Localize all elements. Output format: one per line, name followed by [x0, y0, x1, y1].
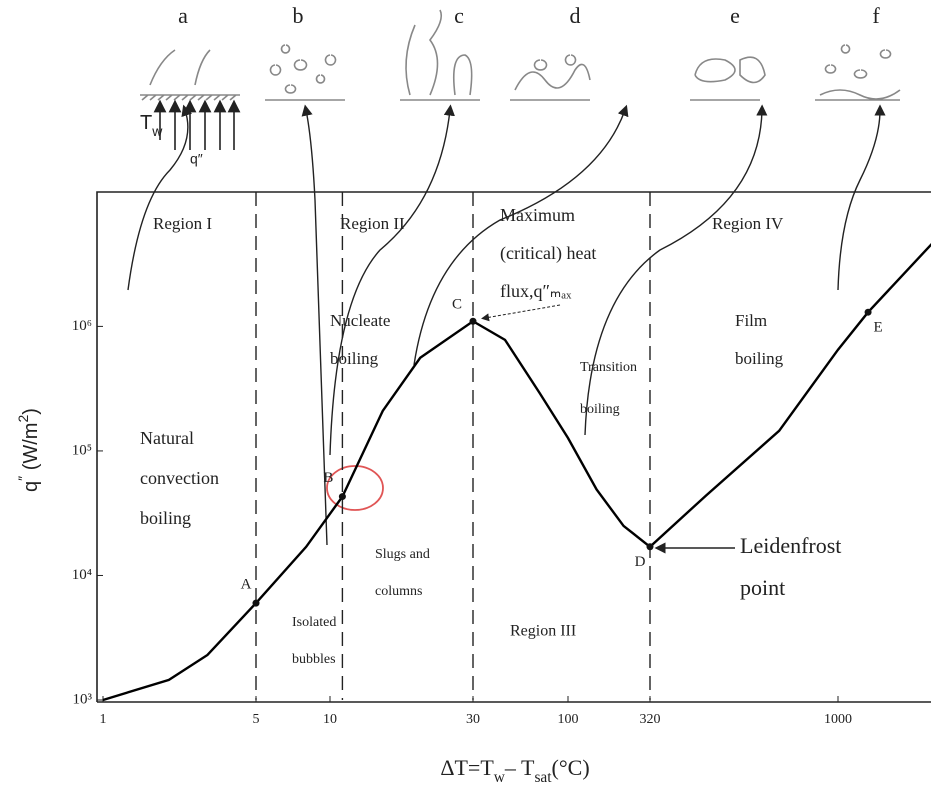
stage-label: a: [178, 3, 188, 28]
flux-label: q″: [190, 151, 203, 167]
connector-arrows: [128, 110, 880, 545]
stage-label: e: [730, 3, 740, 28]
annotation: Region III: [510, 623, 576, 640]
stage-label: f: [872, 3, 880, 28]
x-tick-label: 1: [100, 712, 107, 727]
annotation: Slugs and: [375, 547, 430, 562]
annotation: flux,q″ₘₐₓ: [500, 281, 572, 301]
sketches: [140, 10, 900, 150]
x-axis-label: ΔT=Tw– Tsat(°C): [440, 755, 589, 786]
x-axis-label-part: – T: [504, 755, 535, 780]
annotation: point: [740, 575, 785, 600]
point: [647, 543, 654, 550]
stage-label: b: [293, 3, 304, 28]
y-tick-label: 10³: [73, 691, 93, 707]
annotation: Natural: [140, 428, 194, 448]
annotation: Region IV: [712, 214, 784, 233]
point: [470, 318, 477, 325]
point-label: E: [873, 320, 882, 336]
y-axis-label-part: 2: [15, 415, 31, 423]
x-tick-label: 30: [466, 712, 480, 727]
point-label: A: [241, 577, 252, 593]
wall-temp-label-part: w: [151, 123, 163, 139]
x-axis-label-part: ΔT=T: [440, 755, 494, 780]
point: [253, 600, 260, 607]
point: [339, 493, 346, 500]
stage-label: d: [570, 3, 581, 28]
annotation: Isolated: [292, 615, 336, 630]
annotation: Nucleate: [330, 311, 390, 330]
y-tick-label: 10⁶: [72, 318, 92, 334]
point-label: D: [635, 554, 646, 570]
annotation: columns: [375, 584, 422, 599]
x-tick-label: 100: [558, 712, 579, 727]
y-tick-label: 10⁴: [72, 567, 92, 583]
x-tick-label: 5: [253, 712, 260, 727]
x-tick-label: 1000: [824, 712, 852, 727]
annotation: boiling: [735, 349, 784, 368]
point-label: C: [452, 297, 462, 313]
annotation: boiling: [140, 508, 191, 528]
x-axis-label-part: (°C): [552, 755, 590, 780]
annotation: Region I: [153, 214, 212, 233]
max-flux-arrow: [485, 305, 560, 318]
point-label: B: [323, 470, 333, 486]
annotation: bubbles: [292, 652, 336, 667]
annotation: Leidenfrost: [740, 533, 841, 558]
annotation: Maximum: [500, 205, 575, 225]
wall-temp-label-part: T: [140, 112, 152, 134]
chart: 151030100320100010³10⁴10⁵10⁶ΔT=Tw– Tsat(…: [0, 0, 931, 796]
x-tick-label: 320: [640, 712, 661, 727]
y-axis-label-part: ): [20, 408, 42, 415]
point: [865, 309, 872, 316]
annotation: (critical) heat: [500, 243, 596, 264]
annotation: Region II: [340, 214, 405, 233]
y-axis-label: q″ (W/m2): [15, 408, 43, 492]
x-axis-label-part: sat: [534, 769, 552, 786]
annotation: Transition: [580, 360, 637, 375]
annotation: convection: [140, 468, 219, 488]
y-tick-label: 10⁵: [72, 442, 92, 458]
x-tick-label: 10: [323, 712, 337, 727]
y-axis-label-part: (W/m: [20, 423, 42, 476]
annotation: boiling: [330, 349, 379, 368]
annotation: boiling: [580, 402, 620, 417]
y-axis-label-part: q: [20, 481, 42, 492]
stage-label: c: [454, 3, 464, 28]
annotation: Film: [735, 311, 767, 330]
